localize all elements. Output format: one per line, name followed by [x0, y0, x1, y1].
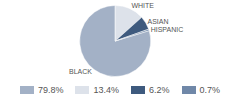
html-text:0.7%: 0.7%	[199, 85, 220, 95]
svg-text:HISPANIC: HISPANIC	[151, 26, 184, 33]
svg-text:WHITE: WHITE	[131, 2, 154, 9]
html-text:6.2%: 6.2%	[149, 85, 170, 95]
svg-text:ASIAN: ASIAN	[148, 18, 169, 25]
svg-text:BLACK: BLACK	[69, 68, 92, 75]
html-text:13.4%: 13.4%	[93, 85, 119, 95]
html-text:79.8%: 79.8%	[38, 85, 64, 95]
